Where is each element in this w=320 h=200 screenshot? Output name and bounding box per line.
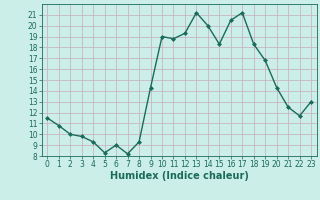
X-axis label: Humidex (Indice chaleur): Humidex (Indice chaleur): [110, 171, 249, 181]
